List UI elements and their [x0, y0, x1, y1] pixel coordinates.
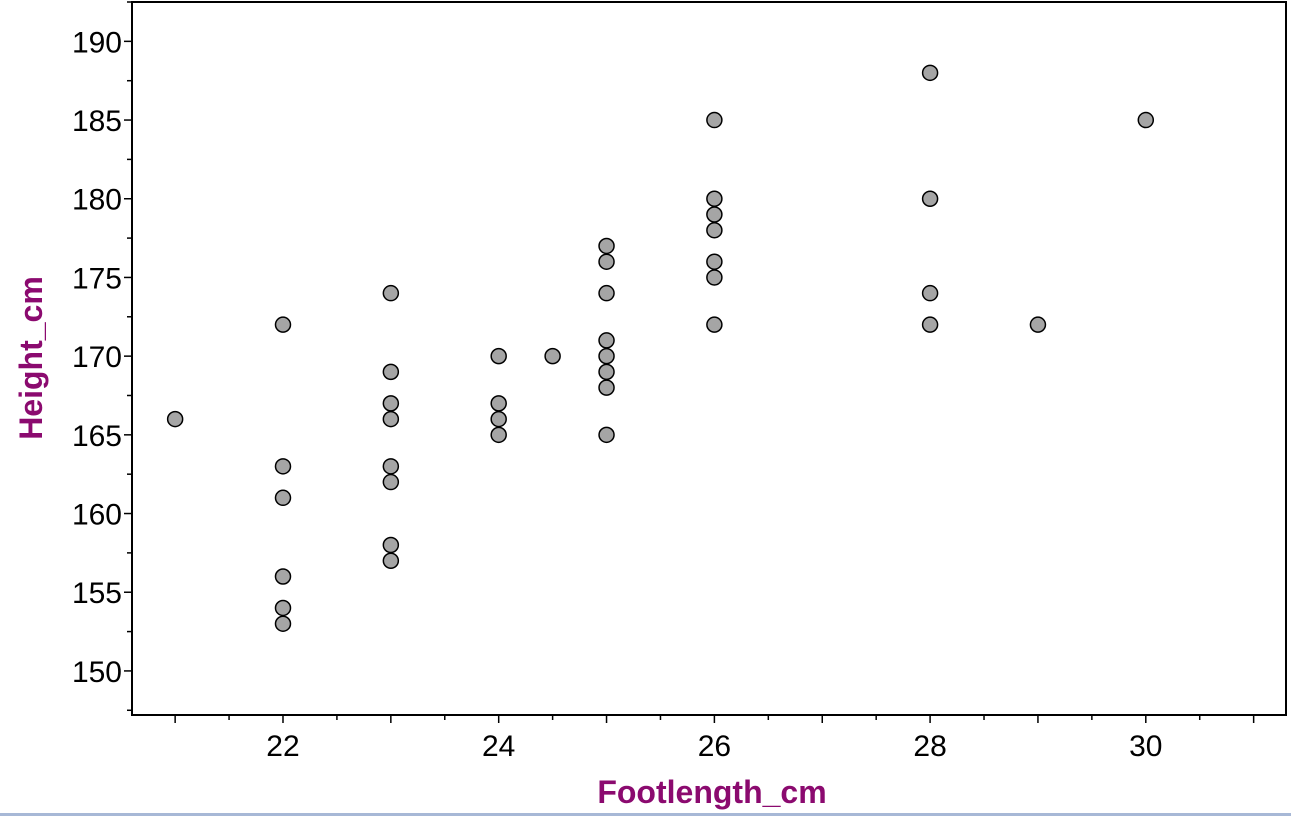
data-point	[382, 410, 400, 428]
data-point	[382, 363, 400, 381]
y-tick-label: 180	[72, 184, 122, 217]
data-point	[598, 253, 615, 270]
data-point	[921, 64, 939, 82]
x-axis: 22 24 26 28 30	[174, 715, 1255, 763]
data-point	[274, 458, 292, 475]
data-point	[706, 111, 723, 129]
y-axis-title: Height_cm	[13, 276, 49, 440]
y-tick-label: 160	[72, 499, 122, 532]
y-tick-label: 170	[72, 341, 122, 374]
y-tick-label: 150	[72, 656, 122, 689]
data-point	[490, 426, 507, 444]
data-point	[921, 316, 939, 333]
data-point	[490, 410, 507, 428]
data-point	[598, 426, 615, 444]
data-point	[490, 347, 507, 365]
data-point	[598, 332, 615, 349]
y-tick-label: 175	[72, 262, 122, 295]
data-points	[166, 64, 1155, 632]
data-point	[166, 410, 184, 428]
data-point	[274, 599, 292, 617]
data-point	[382, 552, 400, 570]
data-point	[598, 379, 615, 396]
data-point	[598, 347, 615, 365]
x-tick-label: 22	[266, 730, 299, 763]
data-point	[598, 237, 615, 255]
y-tick-label: 155	[72, 577, 122, 610]
data-point	[544, 347, 561, 365]
data-point	[706, 190, 723, 207]
x-tick-label: 26	[698, 730, 731, 763]
data-point	[598, 363, 615, 381]
data-point	[921, 284, 939, 302]
data-point	[274, 489, 292, 507]
data-point	[706, 316, 723, 333]
y-tick-label: 190	[72, 26, 122, 59]
data-point	[382, 395, 400, 412]
x-tick-label: 30	[1129, 730, 1162, 763]
data-point	[382, 458, 400, 475]
data-point	[1137, 111, 1155, 129]
y-tick-label: 185	[72, 105, 122, 138]
data-point	[706, 253, 723, 270]
y-axis: 150 155 160 165 170 175 180 185 190	[72, 1, 132, 712]
window-bottom-border	[0, 813, 1291, 816]
x-tick-label: 24	[482, 730, 515, 763]
data-point	[274, 615, 292, 632]
x-axis-title: Footlength_cm	[597, 774, 826, 810]
data-point	[382, 284, 400, 302]
y-tick-label: 165	[72, 420, 122, 453]
data-point	[706, 221, 723, 239]
data-point	[1029, 316, 1047, 333]
data-point	[382, 473, 400, 491]
data-point	[274, 568, 292, 585]
x-tick-label: 28	[913, 730, 946, 763]
data-point	[382, 536, 400, 554]
data-point	[598, 284, 615, 302]
data-point	[706, 269, 723, 286]
plot-frame	[131, 1, 1287, 716]
data-point	[490, 395, 507, 412]
data-point	[706, 206, 723, 223]
data-point	[921, 190, 939, 207]
data-point	[274, 316, 292, 333]
